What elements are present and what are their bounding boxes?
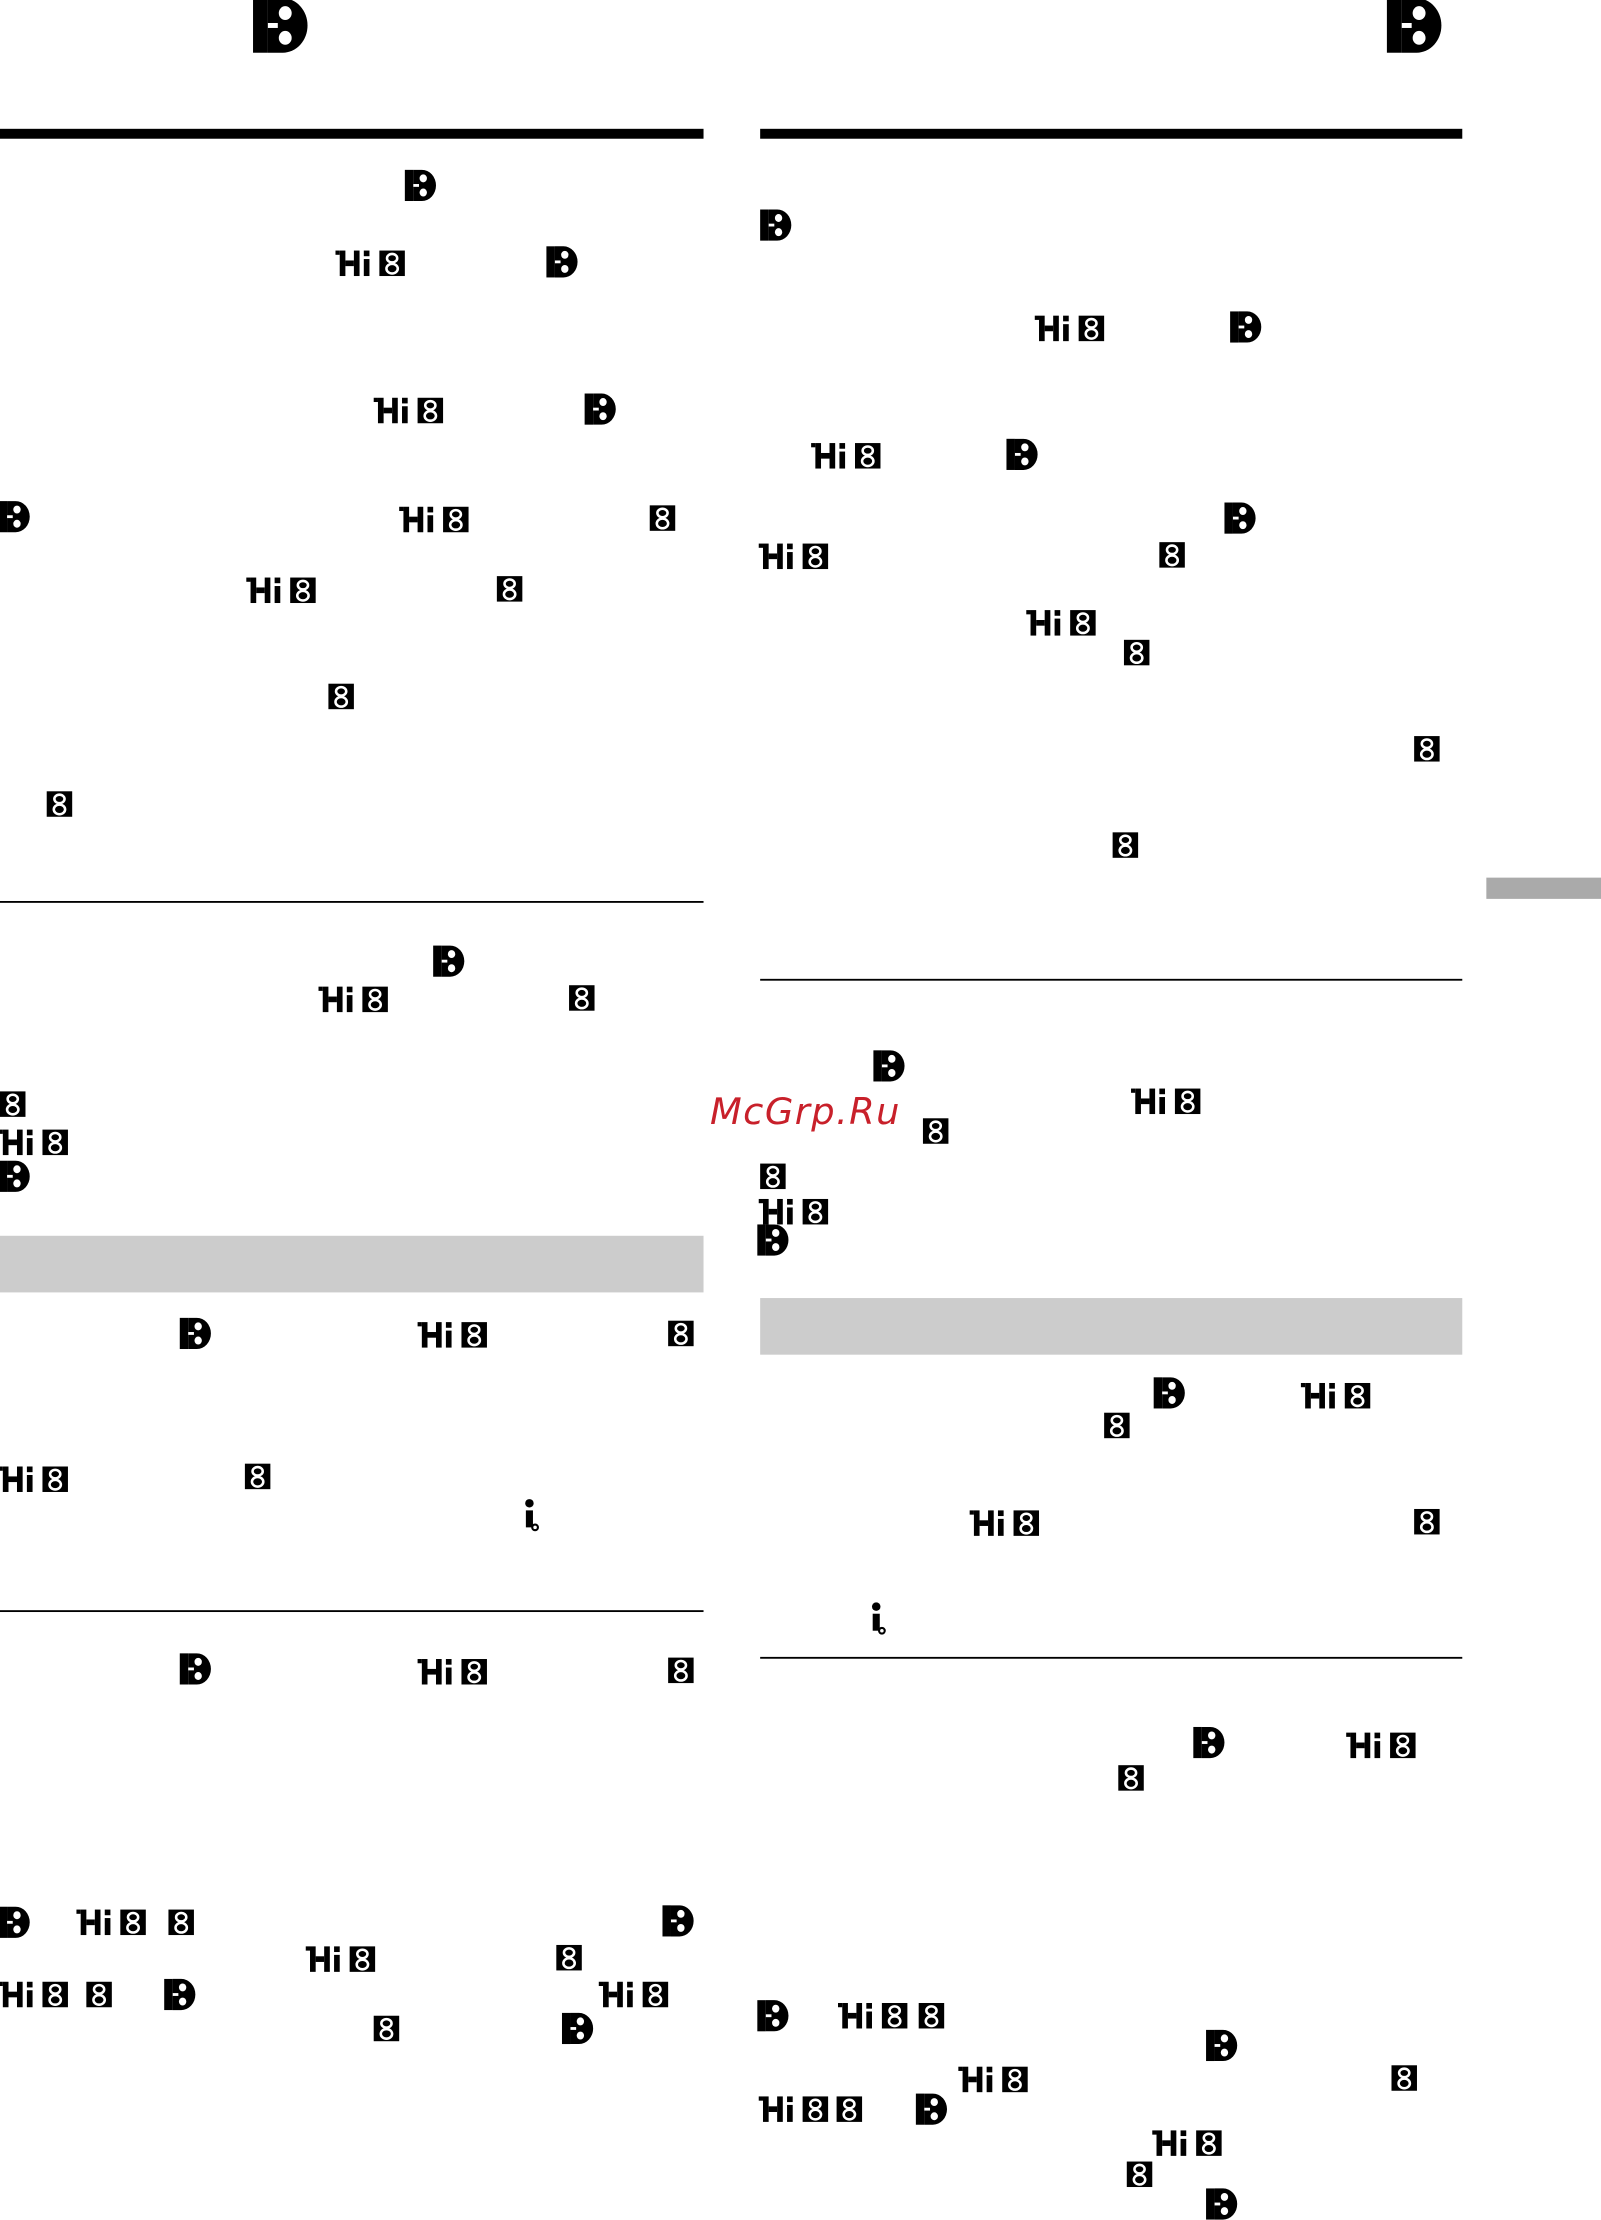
hi8-logo: [759, 544, 828, 569]
hi8-logo: [958, 2067, 1027, 2092]
video8-logo: [1125, 2160, 1154, 2189]
video8-logo: [835, 2095, 864, 2124]
hi8-logo: [1301, 1383, 1370, 1408]
digital8-logo: [1206, 2188, 1238, 2220]
digital8-logo: [179, 1653, 211, 1685]
hi8-logo: [0, 1130, 68, 1155]
video8-logo: [495, 574, 524, 603]
digital8-logo: [404, 169, 436, 202]
video8-logo: [1158, 540, 1187, 569]
heading-bar: [760, 1298, 1463, 1355]
video8-logo: [666, 1656, 695, 1685]
watermark: McGrp.Ru: [710, 1090, 901, 1133]
video8-logo: [45, 790, 74, 819]
video8-logo: [0, 1090, 27, 1119]
video8-logo: [1412, 734, 1441, 763]
video8-logo: [1122, 638, 1151, 667]
digital8-logo: [584, 393, 616, 425]
digital8-logo: [253, 0, 308, 53]
video8-logo: [648, 504, 677, 533]
digital8-logo: [757, 1224, 789, 1256]
hi8-logo: [319, 987, 388, 1012]
video8-logo: [85, 1980, 114, 2009]
hi8-logo: [335, 251, 404, 276]
digital8-logo: [760, 209, 792, 241]
hi8-logo: [970, 1510, 1039, 1535]
video8-logo: [243, 1462, 272, 1491]
info-icon: [524, 1498, 539, 1532]
hi8-logo: [759, 1199, 828, 1224]
hi8-logo: [76, 1910, 145, 1935]
video8-logo: [372, 2014, 401, 2043]
divider: [0, 1610, 704, 1613]
digital8-logo: [915, 2093, 948, 2125]
digital8-logo: [1386, 0, 1442, 53]
hi8-logo: [418, 1659, 487, 1684]
info-icon: [870, 1601, 886, 1635]
hi8-logo: [599, 1982, 668, 2007]
digital8-logo: [1224, 502, 1256, 534]
hi8-logo: [1035, 316, 1104, 341]
video8-logo: [555, 1943, 584, 1972]
hi8-logo: [246, 578, 315, 603]
divider: [760, 1656, 1463, 1659]
digital8-logo: [0, 1906, 30, 1938]
section-rule: [0, 128, 704, 139]
hi8-logo: [811, 443, 880, 468]
hi8-logo: [0, 1982, 68, 2007]
hi8-logo: [418, 1322, 487, 1347]
video8-logo: [921, 1117, 950, 1146]
digital8-logo: [1006, 438, 1038, 470]
hi8-logo: [374, 398, 443, 423]
digital8-logo: [0, 1160, 30, 1192]
digital8-logo: [164, 1978, 196, 2011]
digital8-logo: [0, 501, 30, 533]
hi8-logo: [759, 2096, 828, 2121]
video8-logo: [1117, 1763, 1146, 1792]
digital8-logo: [1206, 2029, 1238, 2062]
video8-logo: [167, 1908, 196, 1937]
video8-logo: [1111, 831, 1140, 860]
video8-logo: [1412, 1507, 1441, 1536]
video8-logo: [666, 1319, 695, 1348]
digital8-logo: [1230, 311, 1262, 343]
digital8-logo: [1153, 1377, 1185, 1409]
divider: [0, 900, 704, 903]
video8-logo: [1102, 1411, 1131, 1440]
video8-logo: [567, 983, 596, 1012]
hi8-logo: [1026, 610, 1095, 635]
hi8-logo: [0, 1467, 68, 1492]
digital8-logo: [561, 2012, 594, 2045]
heading-bar: [0, 1235, 704, 1293]
digital8-logo: [546, 246, 578, 278]
hi8-logo: [838, 2003, 907, 2028]
digital8-logo: [662, 1905, 694, 1937]
side-tab: [1486, 877, 1601, 899]
digital8-logo: [873, 1050, 905, 1082]
hi8-logo: [1131, 1089, 1200, 1114]
hi8-logo: [306, 1946, 375, 1971]
digital8-logo: [1193, 1726, 1225, 1759]
digital8-logo: [433, 945, 465, 977]
video8-logo: [758, 1162, 787, 1191]
section-rule: [760, 128, 1463, 139]
video8-logo: [917, 2001, 946, 2030]
hi8-logo: [1346, 1733, 1415, 1758]
digital8-logo: [179, 1317, 211, 1350]
divider: [760, 978, 1463, 981]
hi8-logo: [399, 507, 468, 532]
video8-logo: [327, 682, 356, 711]
video8-logo: [1390, 2064, 1419, 2093]
hi8-logo: [1152, 2130, 1221, 2155]
digital8-logo: [757, 2000, 789, 2032]
